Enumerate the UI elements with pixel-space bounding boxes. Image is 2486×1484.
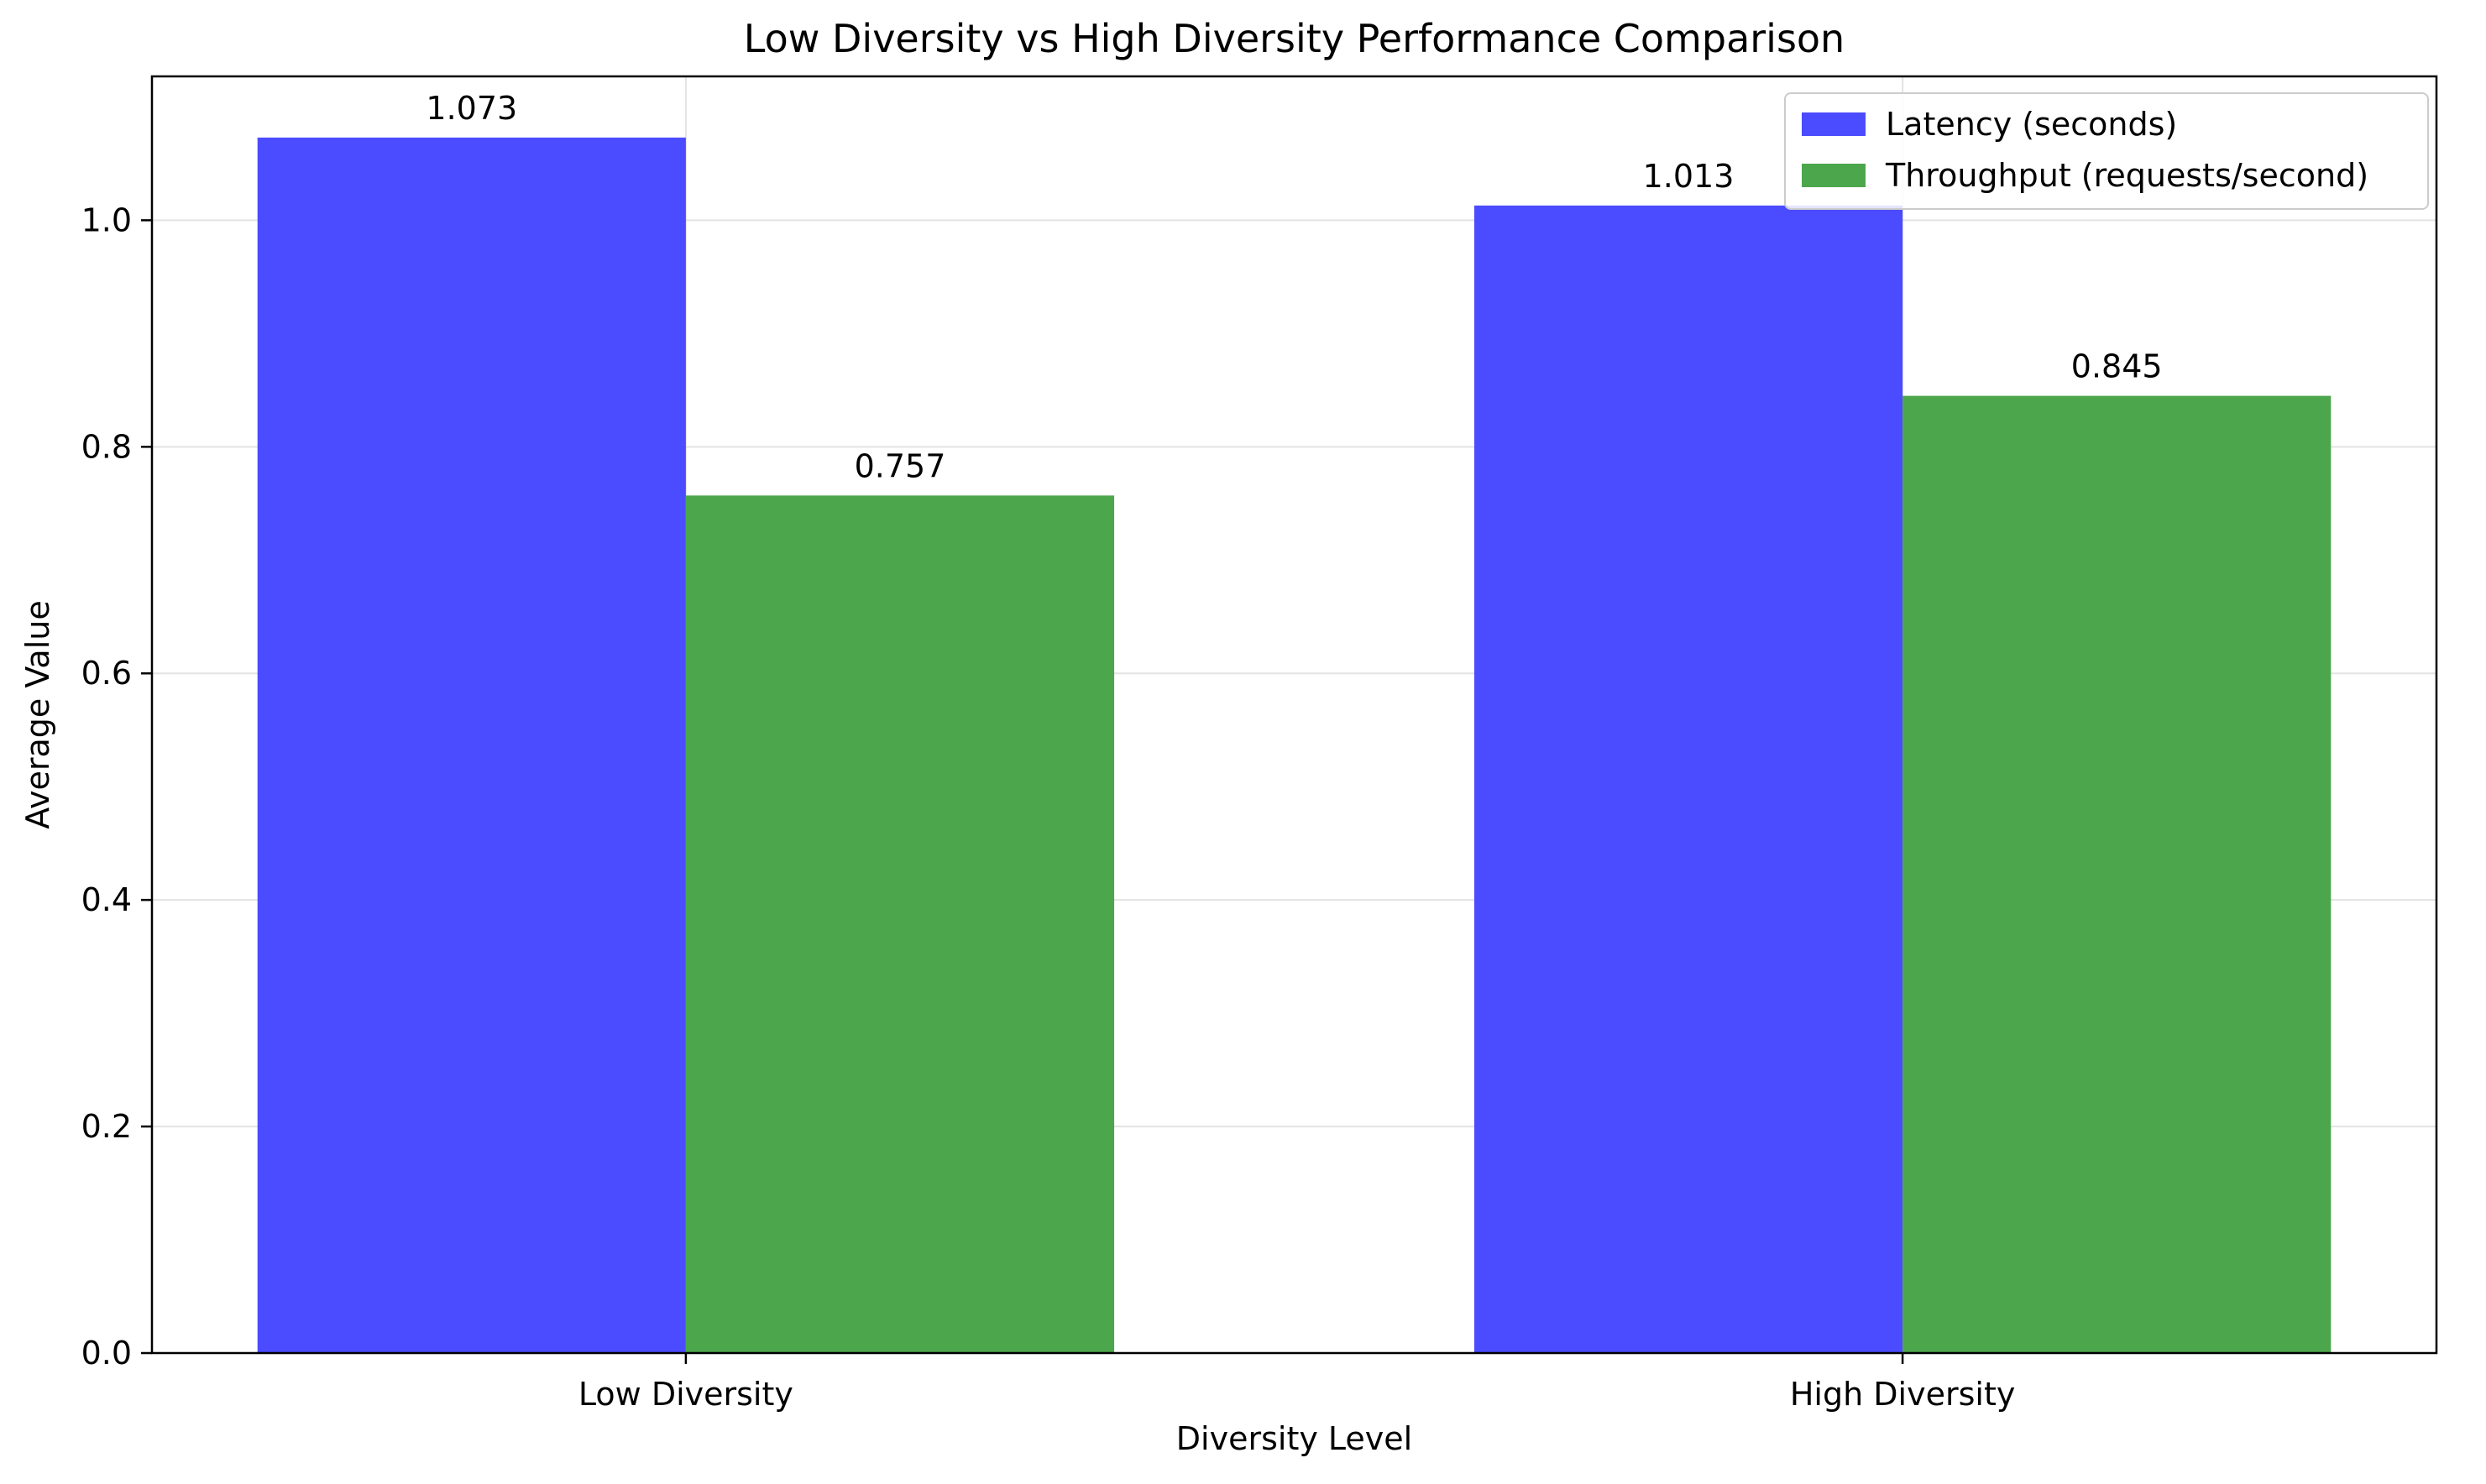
bar-value-label: 0.845 <box>2071 348 2163 385</box>
y-tick-label: 0.4 <box>81 881 132 918</box>
legend-swatch <box>1802 112 1866 136</box>
bars <box>257 137 2332 1354</box>
chart-title: Low Diversity vs High Diversity Performa… <box>744 16 1845 61</box>
plot-frame <box>150 75 2438 1355</box>
legend: Latency (seconds) Throughput (requests/se… <box>1784 92 2429 210</box>
bar <box>685 495 1115 1353</box>
x-tick-label: Low Diversity <box>578 1376 793 1413</box>
x-tick-label: High Diversity <box>1790 1376 2015 1413</box>
x-axis: Low Diversity High Diversity <box>578 1353 2015 1413</box>
legend-swatch <box>1802 164 1866 187</box>
bar-value-label: 0.757 <box>855 447 946 484</box>
y-tick-label: 1.0 <box>81 201 132 238</box>
bar-value-labels: 1.073 1.013 0.757 0.845 <box>426 90 2162 484</box>
x-axis-title: Diversity Level <box>1176 1420 1412 1457</box>
y-tick-label: 0.0 <box>81 1335 132 1372</box>
bar <box>1473 205 1903 1353</box>
y-tick-label: 0.8 <box>81 428 132 465</box>
bar <box>1902 395 2332 1353</box>
bar-value-label: 1.073 <box>426 90 517 127</box>
y-tick-label: 0.6 <box>81 655 132 692</box>
legend-box <box>1784 92 2429 210</box>
bar-value-label: 1.013 <box>1643 158 1735 195</box>
y-axis-title: Average Value <box>19 600 56 828</box>
bar <box>257 137 686 1354</box>
legend-label: Latency (seconds) <box>1886 106 2177 143</box>
y-tick-label: 0.2 <box>81 1108 132 1145</box>
y-axis: 0.0 0.2 0.4 0.6 0.8 1.0 <box>81 201 152 1372</box>
legend-label: Throughput (requests/second) <box>1885 157 2368 194</box>
